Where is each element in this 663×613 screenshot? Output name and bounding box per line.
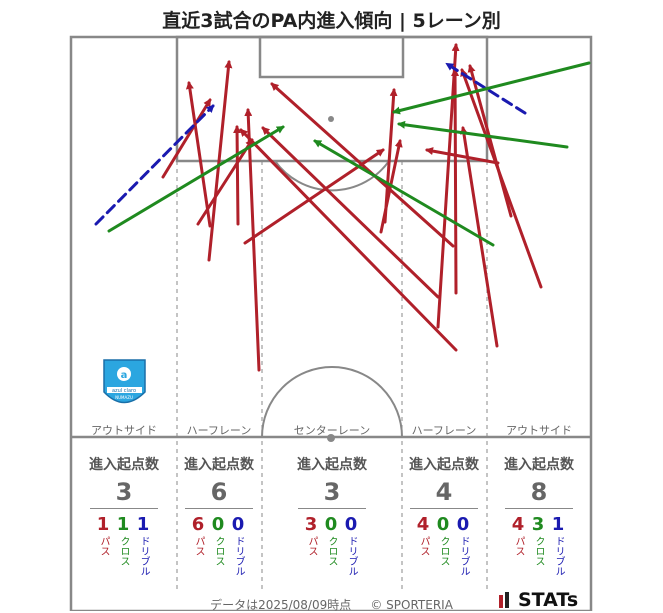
footer-text: データは2025/08/09時点 © SPORTERIA xyxy=(0,596,663,613)
pass-stat: 4 パス xyxy=(416,514,430,556)
pass-arrow xyxy=(244,108,261,372)
dribble-arrow xyxy=(94,104,215,226)
logo-text: azul claro xyxy=(112,388,136,394)
lane-name-3: ハーフレーン xyxy=(411,424,477,437)
dribble-stat: 1 ドリブル xyxy=(551,514,565,576)
pass-arrow xyxy=(261,126,440,299)
lane-name-0: アウトサイド xyxy=(91,424,157,437)
dribble-stat: 1 ドリブル xyxy=(136,514,150,576)
logo-subtext: NUMAZU xyxy=(115,395,133,400)
arrow-layer xyxy=(94,43,591,372)
lane-name-2: センターレーン xyxy=(293,424,371,437)
pass-arrow xyxy=(425,147,500,165)
lane-stats-header: 進入起点数 xyxy=(504,457,574,473)
lane-stats-header: 進入起点数 xyxy=(184,457,254,473)
lane-name-1: ハーフレーン xyxy=(186,424,252,437)
penalty-spot xyxy=(328,116,334,122)
cross-arrow xyxy=(392,61,591,115)
pass-arrow xyxy=(233,125,242,226)
footer-date: データは2025/08/09時点 xyxy=(210,598,352,612)
lane-total: 4 xyxy=(435,478,453,506)
lane-name-4: アウトサイド xyxy=(506,424,572,437)
pass-arrow xyxy=(196,138,254,226)
lane-divider xyxy=(90,508,158,509)
cross-stat: 3 クロス xyxy=(531,514,545,566)
svg-text:a: a xyxy=(121,370,128,381)
lane-total: 8 xyxy=(530,478,548,506)
pass-stat: 4 パス xyxy=(511,514,525,556)
pass-arrow xyxy=(383,88,398,224)
pass-arrow xyxy=(270,82,455,248)
lane-stats-4: 進入起点数 8 4 パス 3 クロス 1 ドリブル xyxy=(489,440,589,590)
lane-divider xyxy=(505,508,573,509)
lane-stats-header: 進入起点数 xyxy=(409,457,479,473)
dribble-stat: 0 ドリブル xyxy=(344,514,358,576)
lane-divider xyxy=(298,508,366,509)
dribble-arrow xyxy=(445,62,527,115)
lane-stats-header: 進入起点数 xyxy=(297,457,367,473)
cross-stat: 0 クロス xyxy=(324,514,338,566)
cross-stat: 1 クロス xyxy=(116,514,130,566)
pass-arrow xyxy=(239,128,458,352)
cross-stat: 0 クロス xyxy=(436,514,450,566)
stats-brand: STATs xyxy=(518,589,579,611)
lane-total: 6 xyxy=(210,478,228,506)
page-title: 直近3試合のPA内進入傾向 | 5レーン別 xyxy=(162,10,501,32)
lane-stats-header: 進入起点数 xyxy=(89,457,159,473)
lane-total: 3 xyxy=(115,478,133,506)
stats-logo-icon xyxy=(499,592,509,608)
pass-stat: 6 パス xyxy=(191,514,205,556)
footer-copyright: © SPORTERIA xyxy=(370,598,453,612)
dribble-stat: 0 ドリブル xyxy=(231,514,245,576)
penalty-arc xyxy=(274,160,390,192)
lane-stats-0: 進入起点数 3 1 パス 1 クロス 1 ドリブル xyxy=(74,440,174,590)
cross-arrow xyxy=(397,120,569,149)
pass-arrow xyxy=(451,68,460,295)
pass-arrow xyxy=(161,98,212,179)
pass-arrow xyxy=(436,43,460,329)
cross-stat: 0 クロス xyxy=(211,514,225,566)
lane-stats-2: 進入起点数 3 3 パス 0 クロス 0 ドリブル xyxy=(282,440,382,590)
center-circle xyxy=(261,366,403,438)
lane-divider xyxy=(410,508,478,509)
dribble-stat: 0 ドリブル xyxy=(456,514,470,576)
lane-stats-3: 進入起点数 4 4 パス 0 クロス 0 ドリブル xyxy=(394,440,494,590)
pass-stat: 3 パス xyxy=(304,514,318,556)
center-spot xyxy=(327,434,335,442)
pass-arrow xyxy=(243,148,385,245)
goal-box xyxy=(258,35,405,79)
cross-arrow xyxy=(107,125,285,233)
pass-arrow xyxy=(207,60,233,262)
lane-total: 3 xyxy=(323,478,341,506)
pass-stat: 1 パス xyxy=(96,514,110,556)
lane-divider xyxy=(185,508,253,509)
pass-arrow xyxy=(185,81,212,228)
cross-arrow xyxy=(313,139,495,247)
team-logo: a azul claro NUMAZU xyxy=(103,359,146,404)
lane-stats-1: 進入起点数 6 6 パス 0 クロス 0 ドリブル xyxy=(169,440,269,590)
